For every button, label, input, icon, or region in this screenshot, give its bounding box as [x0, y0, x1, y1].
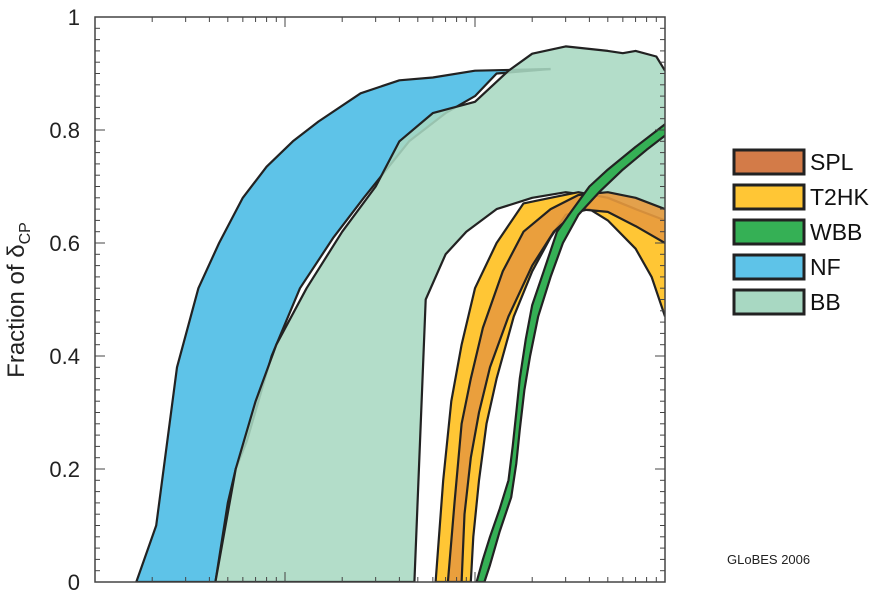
- t2hk-lower-edge: [435, 208, 665, 582]
- wbb-legend-swatch: [732, 218, 806, 246]
- bb-legend-label: BB: [810, 289, 841, 315]
- credit-text: GLoBES 2006: [727, 552, 810, 567]
- y-tick-labels: 0 0.2 0.4 0.6 0.8 1: [49, 5, 80, 591]
- t2hk-band: [435, 192, 665, 582]
- wbb-lower-edge: [476, 134, 665, 582]
- spl-band: [447, 192, 665, 582]
- y-tick-label: 0: [68, 570, 80, 591]
- axis-ticks: [94, 16, 665, 583]
- y-tick-label: 0.6: [49, 231, 80, 256]
- wbb-band: [476, 124, 665, 582]
- y-axis-label-main: Fraction of δ: [3, 244, 30, 377]
- t2hk-legend-label: T2HK: [810, 184, 869, 210]
- wbb-legend-label: WBB: [810, 219, 862, 245]
- wbb-upper-edge: [475, 123, 665, 582]
- nf-legend-label: NF: [810, 254, 841, 280]
- spl-legend-label: SPL: [810, 149, 854, 175]
- t2hk-legend-swatch: [732, 183, 806, 211]
- spl-lower-edge: [447, 208, 665, 582]
- y-axis-label-sub: CP: [17, 222, 34, 244]
- spl-legend-swatch: [732, 148, 806, 176]
- legend: SPL T2HK WBB NF BB: [732, 148, 869, 316]
- nf-upper-edge: [135, 67, 551, 582]
- bb-legend-swatch: [732, 288, 806, 316]
- bb-upper-edge: [214, 45, 665, 582]
- spl-upper-edge: [446, 191, 665, 582]
- nf-legend-swatch: [732, 253, 806, 281]
- y-tick-label: 0.8: [49, 118, 80, 143]
- nf-lower-edge: [136, 67, 551, 582]
- y-tick-label: 0.4: [49, 344, 80, 369]
- y-tick-label: 1: [68, 5, 80, 30]
- bb-band: [215, 46, 665, 582]
- y-axis-label: Fraction of δCP: [3, 222, 34, 378]
- bands-layer: [135, 45, 665, 582]
- y-tick-label: 0.2: [49, 457, 80, 482]
